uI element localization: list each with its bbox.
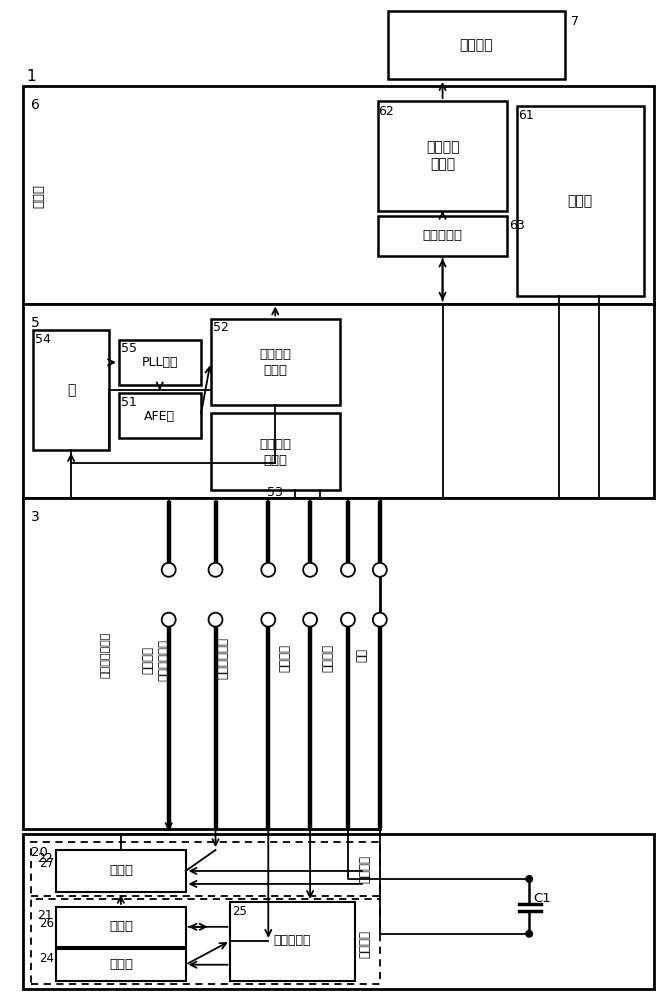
Text: 缓冲器: 缓冲器 <box>109 920 133 933</box>
Text: 电源电压: 电源电压 <box>321 644 335 672</box>
Bar <box>24 834 654 989</box>
Text: 27: 27 <box>39 857 54 870</box>
Text: 20: 20 <box>32 846 48 859</box>
Text: 22: 22 <box>37 852 53 865</box>
Bar <box>378 216 507 256</box>
Bar <box>388 11 565 79</box>
Bar <box>517 106 644 296</box>
Circle shape <box>303 563 317 577</box>
Circle shape <box>341 613 355 627</box>
Circle shape <box>303 613 317 627</box>
Text: 摟像信号
黑色基准信号: 摟像信号 黑色基准信号 <box>141 639 170 681</box>
Text: 53: 53 <box>267 486 283 499</box>
Circle shape <box>261 563 276 577</box>
Text: 显示装置: 显示装置 <box>460 38 493 52</box>
Circle shape <box>341 563 355 577</box>
Bar <box>32 899 380 984</box>
Bar <box>378 101 507 211</box>
Bar <box>24 304 654 498</box>
Text: 24: 24 <box>39 952 54 965</box>
Bar <box>56 907 185 947</box>
Text: 51: 51 <box>121 396 137 409</box>
Text: 缓冲器: 缓冲器 <box>109 864 133 877</box>
Text: 26: 26 <box>39 917 54 930</box>
Text: 1: 1 <box>26 69 36 84</box>
Text: 摟像信号
处理部: 摟像信号 处理部 <box>259 348 291 377</box>
Text: 输出部: 输出部 <box>109 958 133 971</box>
Text: 25: 25 <box>233 905 247 918</box>
Text: 7: 7 <box>571 15 579 28</box>
Text: 6: 6 <box>32 98 40 112</box>
Text: 52: 52 <box>212 321 228 334</box>
Circle shape <box>261 613 276 627</box>
Circle shape <box>162 613 175 627</box>
Text: 5: 5 <box>32 316 40 330</box>
Text: 处理器: 处理器 <box>33 184 46 208</box>
Text: 图像信号
处理部: 图像信号 处理部 <box>426 140 459 172</box>
Circle shape <box>208 613 222 627</box>
Text: 电源部: 电源部 <box>567 194 593 208</box>
Text: AFE部: AFE部 <box>144 410 175 423</box>
Circle shape <box>373 563 387 577</box>
Text: 门: 门 <box>67 383 75 397</box>
Bar <box>56 850 185 892</box>
Text: 驱动信号
生成部: 驱动信号 生成部 <box>259 438 291 467</box>
Bar <box>24 498 380 829</box>
Text: 时锁生成部: 时锁生成部 <box>423 229 462 242</box>
Text: 63: 63 <box>509 219 525 232</box>
Bar <box>119 340 200 385</box>
Bar <box>119 393 200 438</box>
Bar <box>210 413 340 490</box>
Text: C1: C1 <box>534 892 551 905</box>
Circle shape <box>526 875 533 883</box>
Text: 接地: 接地 <box>355 648 368 662</box>
Text: 54: 54 <box>35 333 51 346</box>
Text: 55: 55 <box>121 342 137 355</box>
Text: 62: 62 <box>378 105 394 118</box>
Bar <box>230 902 355 981</box>
Circle shape <box>526 930 533 938</box>
Bar <box>210 319 340 405</box>
Text: 21: 21 <box>37 909 53 922</box>
Text: 相位调整用信号: 相位调整用信号 <box>101 631 111 678</box>
Bar <box>33 330 109 450</box>
Text: 3: 3 <box>32 510 40 524</box>
Circle shape <box>373 613 387 627</box>
Text: 第一芯片: 第一芯片 <box>358 930 372 958</box>
Text: 61: 61 <box>518 109 534 122</box>
Circle shape <box>162 563 175 577</box>
Text: 定时生成部: 定时生成部 <box>274 934 311 947</box>
Circle shape <box>208 563 222 577</box>
Bar <box>24 86 654 304</box>
Text: 基准时钟信号: 基准时钟信号 <box>216 637 229 679</box>
Text: PLL电路: PLL电路 <box>142 356 178 369</box>
Bar <box>56 949 185 981</box>
Text: 同步信号: 同步信号 <box>279 644 292 672</box>
Text: 第二芯片: 第二芯片 <box>358 855 372 883</box>
Bar <box>32 842 380 896</box>
